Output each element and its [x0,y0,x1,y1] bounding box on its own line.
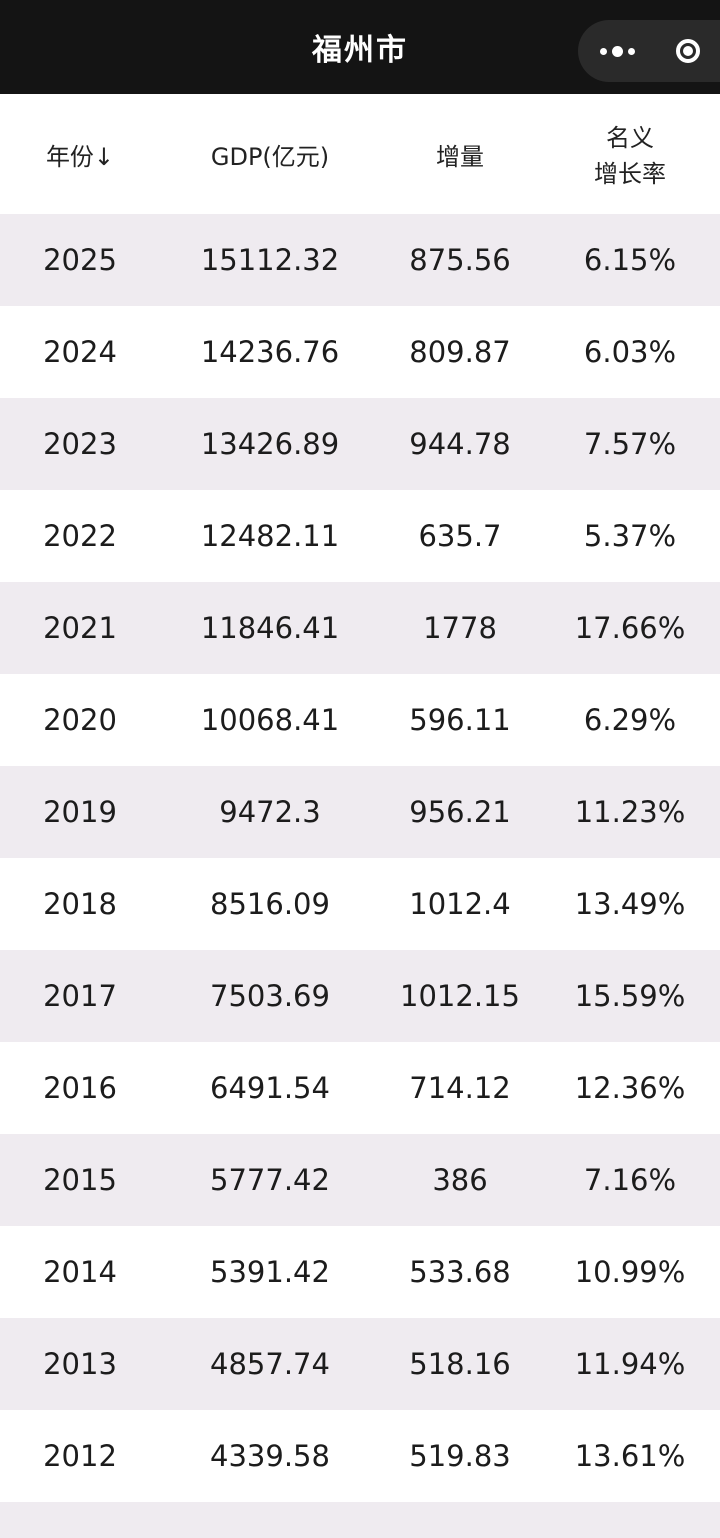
cell-gdp: 10068.41 [200,703,340,737]
header-year[interactable]: 年份↓ [45,142,115,171]
cell-year: 2024 [43,335,117,369]
table-row: 2024 14236.76 809.87 6.03% [0,306,720,398]
cell-gdp: 12482.11 [200,519,340,553]
cell-growth-rate: 6.15% [583,243,677,277]
more-dots-icon [599,45,635,57]
cell-growth-rate: 17.66% [574,611,686,645]
cell-gdp: 13426.89 [200,427,340,461]
page-title: 福州市 [312,33,408,68]
cell-year: 2015 [43,1163,117,1197]
cell-gdp: 5391.42 [210,1255,330,1289]
cell-year: 2023 [43,427,117,461]
cell-increase: 596.11 [409,703,511,737]
table-row: 2012 4339.58 519.83 13.61% [0,1410,720,1502]
table-row-partial [0,1502,720,1538]
close-button[interactable] [656,20,720,82]
more-button[interactable] [578,20,656,82]
cell-growth-rate: 11.23% [574,795,686,829]
cell-gdp: 4339.58 [210,1439,330,1473]
cell-growth-rate: 6.03% [583,335,677,369]
table-row: 2019 9472.3 956.21 11.23% [0,766,720,858]
table-row: 2014 5391.42 533.68 10.99% [0,1226,720,1318]
cell-gdp: 6491.54 [210,1071,330,1105]
header-growth-line2: 增长率 [594,160,666,188]
cell-growth-rate: 11.94% [574,1347,686,1381]
cell-gdp: 5777.42 [210,1163,330,1197]
cell-increase: 956.21 [409,795,511,829]
cell-increase: 519.83 [409,1439,511,1473]
table-row: 2017 7503.69 1012.15 15.59% [0,950,720,1042]
target-circle-icon [676,39,700,63]
cell-growth-rate: 10.99% [574,1255,686,1289]
cell-growth-rate: 5.37% [583,519,677,553]
table-row: 2020 10068.41 596.11 6.29% [0,674,720,766]
cell-year: 2025 [43,243,117,277]
cell-year: 2012 [43,1439,117,1473]
header-growth-rate[interactable]: 名义 增长率 [540,116,720,192]
cell-increase: 518.16 [409,1347,511,1381]
cell-growth-rate: 6.29% [583,703,677,737]
table-header: 年份↓ GDP(亿元) 增量 名义 增长率 [0,94,720,214]
title-bar: 福州市 [0,0,720,94]
table-row: 2015 5777.42 386 7.16% [0,1134,720,1226]
table-row: 2022 12482.11 635.7 5.37% [0,490,720,582]
cell-year: 2017 [43,979,117,1013]
cell-gdp: 15112.32 [200,243,340,277]
cell-increase: 533.68 [409,1255,511,1289]
cell-year: 2022 [43,519,117,553]
cell-gdp: 8516.09 [210,887,330,921]
cell-gdp: 9472.3 [219,795,321,829]
cell-growth-rate: 12.36% [574,1071,686,1105]
cell-gdp: 7503.69 [210,979,330,1013]
cell-year: 2016 [43,1071,117,1105]
cell-gdp: 11846.41 [200,611,340,645]
cell-increase: 386 [432,1163,488,1197]
cell-increase: 1778 [423,611,497,645]
header-increase[interactable]: 增量 [436,142,484,171]
cell-growth-rate: 13.49% [574,887,686,921]
table-row: 2021 11846.41 1778 17.66% [0,582,720,674]
cell-increase: 1012.4 [409,887,511,921]
header-gdp[interactable]: GDP(亿元) [210,142,330,171]
table-row: 2023 13426.89 944.78 7.57% [0,398,720,490]
table-body: 2025 15112.32 875.56 6.15% 2024 14236.76 809.8… [0,214,720,1502]
cell-growth-rate: 7.57% [583,427,677,461]
cell-increase: 944.78 [409,427,511,461]
cell-increase: 875.56 [409,243,511,277]
cell-growth-rate: 15.59% [574,979,686,1013]
table-row: 2016 6491.54 714.12 12.36% [0,1042,720,1134]
cell-year: 2013 [43,1347,117,1381]
table-row: 2025 15112.32 875.56 6.15% [0,214,720,306]
cell-year: 2018 [43,887,117,921]
gdp-table: 年份↓ GDP(亿元) 增量 名义 增长率 2025 15112.32 875.56… [0,94,720,1538]
header-growth-line1: 名义 [606,124,654,152]
table-row: 2018 8516.09 1012.4 13.49% [0,858,720,950]
cell-increase: 635.7 [418,519,502,553]
cell-gdp: 4857.74 [210,1347,330,1381]
table-row: 2013 4857.74 518.16 11.94% [0,1318,720,1410]
cell-year: 2021 [43,611,117,645]
menu-capsule [578,20,720,82]
cell-year: 2020 [43,703,117,737]
cell-increase: 1012.15 [400,979,520,1013]
cell-increase: 809.87 [409,335,511,369]
cell-increase: 714.12 [409,1071,511,1105]
cell-gdp: 14236.76 [200,335,340,369]
cell-growth-rate: 7.16% [583,1163,677,1197]
cell-year: 2014 [43,1255,117,1289]
cell-year: 2019 [43,795,117,829]
cell-growth-rate: 13.61% [574,1439,686,1473]
